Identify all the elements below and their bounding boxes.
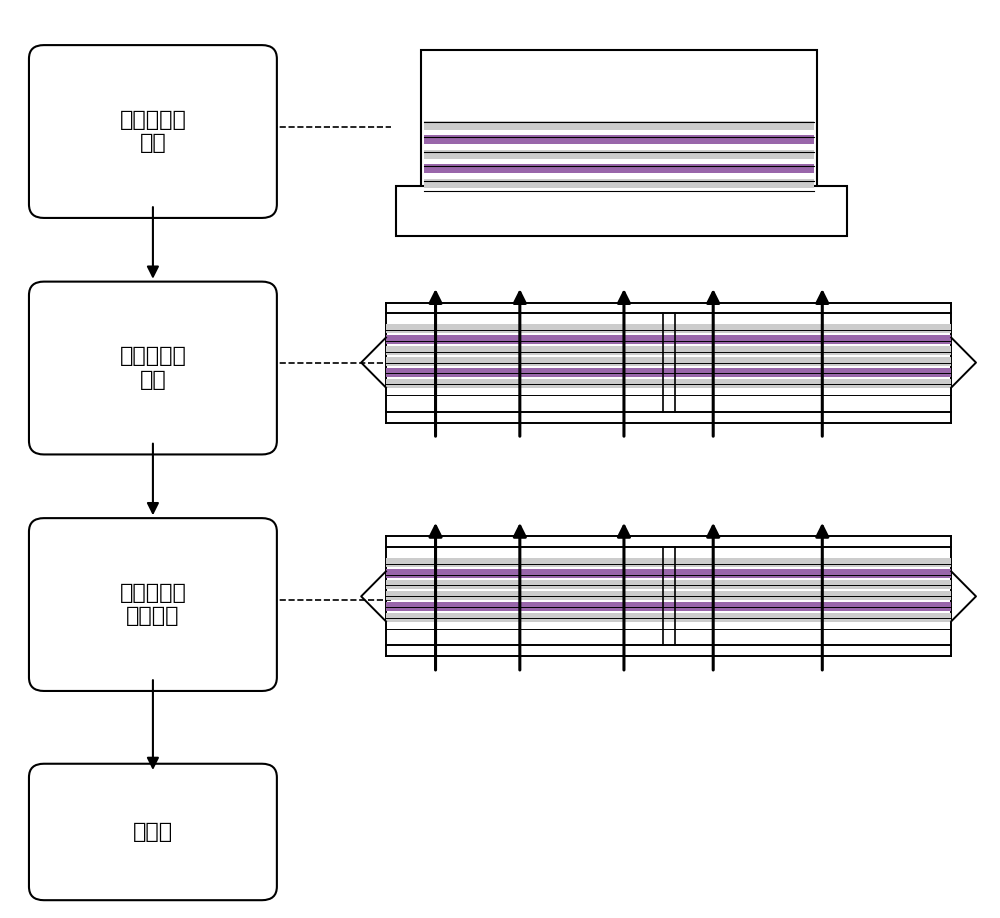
Text: 后固化: 后固化 xyxy=(133,822,173,842)
Bar xyxy=(424,120,814,129)
Bar xyxy=(386,346,951,355)
Bar xyxy=(386,569,951,578)
Bar xyxy=(396,186,847,236)
Bar xyxy=(424,179,814,188)
Bar xyxy=(386,558,951,567)
Bar xyxy=(424,135,814,144)
Text: 玻璃钢板材
封堵拼缝: 玻璃钢板材 封堵拼缝 xyxy=(119,583,186,626)
Text: 玻璃钢板材
预制: 玻璃钢板材 预制 xyxy=(119,110,186,153)
Bar xyxy=(386,357,951,366)
Bar xyxy=(386,591,951,600)
Text: 玻璃钢板材
安装: 玻璃钢板材 安装 xyxy=(119,346,186,389)
FancyBboxPatch shape xyxy=(29,45,277,218)
Bar xyxy=(386,602,951,610)
FancyBboxPatch shape xyxy=(29,518,277,691)
Bar xyxy=(421,50,817,191)
Bar xyxy=(386,324,951,333)
Bar xyxy=(386,368,951,377)
Bar xyxy=(386,379,951,388)
Bar xyxy=(386,335,951,344)
Bar xyxy=(424,150,814,159)
Bar xyxy=(386,612,951,621)
FancyBboxPatch shape xyxy=(29,282,277,454)
Bar xyxy=(424,164,814,174)
Bar xyxy=(386,580,951,589)
FancyBboxPatch shape xyxy=(29,764,277,901)
